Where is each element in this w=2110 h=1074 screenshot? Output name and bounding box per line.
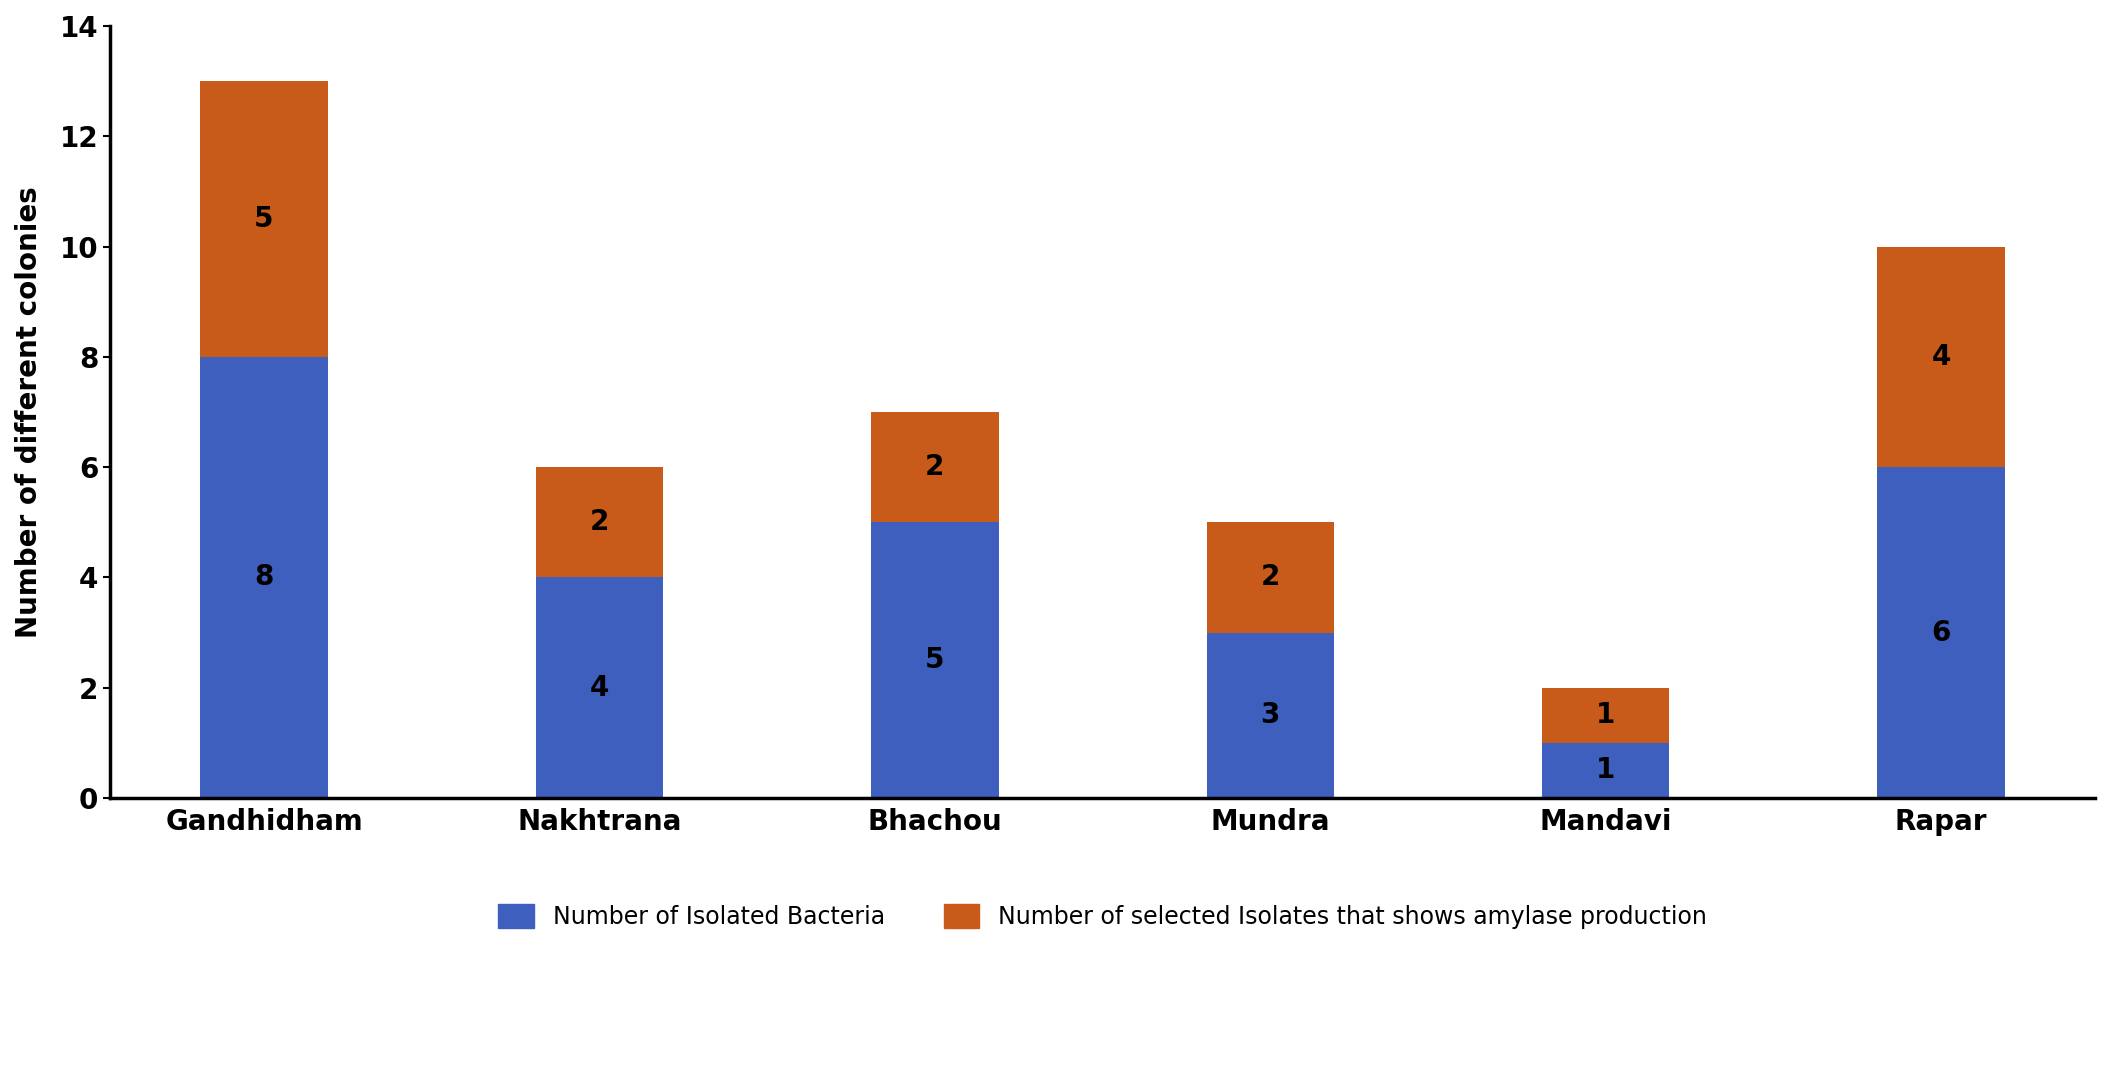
Text: 4: 4	[1931, 343, 1952, 371]
Text: 2: 2	[591, 508, 610, 536]
Text: 1: 1	[1595, 756, 1616, 784]
Bar	[200, 82, 327, 357]
Text: 8: 8	[255, 564, 274, 592]
Text: 4: 4	[591, 673, 610, 701]
Legend: Number of Isolated Bacteria, Number of selected Isolates that shows amylase prod: Number of Isolated Bacteria, Number of s…	[487, 891, 1720, 941]
Text: 3: 3	[1260, 701, 1281, 729]
Bar	[1207, 522, 1334, 633]
Text: 5: 5	[924, 647, 945, 674]
Bar	[1542, 743, 1669, 798]
Bar	[200, 357, 327, 798]
Bar	[536, 467, 663, 578]
Bar	[1878, 467, 2004, 798]
Bar	[871, 412, 998, 522]
Bar	[1878, 247, 2004, 467]
Text: 2: 2	[1260, 564, 1281, 592]
Text: 6: 6	[1931, 619, 1952, 647]
Y-axis label: Number of different colonies: Number of different colonies	[15, 186, 42, 638]
Bar	[1542, 687, 1669, 743]
Bar	[1207, 633, 1334, 798]
Bar	[536, 578, 663, 798]
Text: 1: 1	[1595, 701, 1616, 729]
Bar	[871, 522, 998, 798]
Text: 2: 2	[924, 453, 945, 481]
Text: 5: 5	[255, 205, 274, 233]
